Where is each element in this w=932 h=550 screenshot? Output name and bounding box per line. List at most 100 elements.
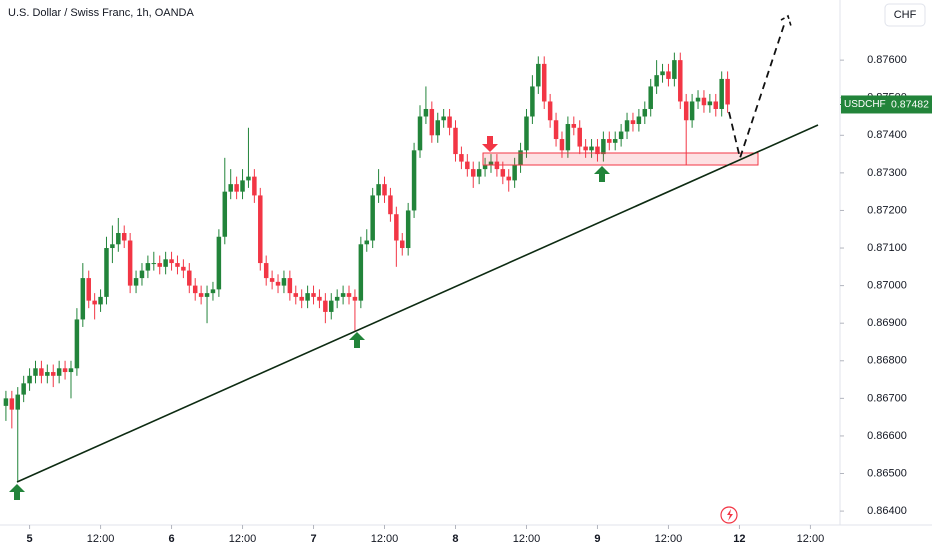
candle-body <box>287 278 293 294</box>
y-tick-label: 0.86400 <box>867 505 907 517</box>
y-tick-label: 0.86900 <box>867 317 907 329</box>
candle-body <box>524 116 529 151</box>
candle-body <box>127 240 133 286</box>
y-tick-label: 0.87100 <box>867 242 907 254</box>
candles <box>3 52 730 482</box>
candle-body <box>583 146 588 151</box>
candle-body <box>352 296 358 301</box>
candle-body <box>624 120 630 132</box>
trend-line <box>16 124 819 483</box>
candle-body <box>74 319 80 369</box>
candle-body <box>187 270 192 286</box>
candle-body <box>98 296 103 305</box>
x-tick-label: 5 <box>27 533 33 545</box>
candle-body <box>116 232 121 245</box>
axes: 0.86400 0.86500 0.86600 0.86700 0.86800 0.869… <box>27 54 907 545</box>
candle-body <box>695 97 701 102</box>
projection-path <box>728 21 786 162</box>
candle-body <box>648 86 653 109</box>
y-tick-label: 0.87600 <box>867 54 907 66</box>
candle-body <box>234 184 239 192</box>
candle-body <box>400 240 405 249</box>
candle-body <box>577 127 582 147</box>
candle-body <box>595 146 600 155</box>
candle-body <box>500 169 506 177</box>
candle-body <box>269 278 275 282</box>
x-tick-label: 9 <box>594 533 600 545</box>
last-price-box <box>841 95 932 114</box>
y-tick-label: 0.86800 <box>867 355 907 367</box>
candle-body <box>210 289 216 294</box>
candle-body <box>157 263 162 267</box>
candle-body <box>370 195 375 241</box>
candle-body <box>228 184 233 192</box>
candle-body <box>139 270 145 279</box>
candle-body <box>601 139 606 155</box>
down-arrow <box>482 136 498 152</box>
candle-body <box>258 195 263 264</box>
symbol-label: USDCHF <box>844 99 886 110</box>
candle-body <box>612 139 618 143</box>
candle-body <box>459 154 464 162</box>
candle-body <box>547 101 553 121</box>
y-tick-label: 0.87200 <box>867 204 907 216</box>
candle-body <box>86 278 91 301</box>
candle-body <box>80 278 86 320</box>
candle-body <box>39 368 44 376</box>
candle-body <box>198 293 204 297</box>
x-tick-label: 12:00 <box>513 533 541 545</box>
up-arrow <box>594 166 610 182</box>
candle-body <box>169 259 174 264</box>
currency-label[interactable]: CHF <box>894 9 917 21</box>
candle-body <box>346 293 352 297</box>
candle-body <box>388 195 393 215</box>
candle-body <box>429 108 435 136</box>
candle-body <box>666 71 671 79</box>
x-tick-label: 12:00 <box>655 533 683 545</box>
candle-body <box>364 240 370 245</box>
candle-body <box>358 244 364 301</box>
up-arrow <box>9 484 25 500</box>
candle-body <box>340 293 346 297</box>
candle-body <box>151 263 157 265</box>
candle-body <box>678 60 683 102</box>
candle-body <box>725 78 730 105</box>
y-tick-label: 0.87000 <box>867 280 907 292</box>
candle-body <box>565 124 571 151</box>
candle-body <box>618 131 624 140</box>
candle-body <box>317 296 322 301</box>
candle-body <box>553 120 559 140</box>
candle-body <box>476 169 482 177</box>
x-tick-label: 12:00 <box>371 533 399 545</box>
candle-body <box>175 263 180 267</box>
candle-body <box>394 214 399 241</box>
candle-body <box>571 124 577 128</box>
candle-body <box>441 116 446 121</box>
candle-body <box>589 146 594 151</box>
candle-body <box>683 101 689 121</box>
candle-body <box>323 300 328 312</box>
candle-body <box>305 293 310 301</box>
x-tick-label: 8 <box>452 533 458 545</box>
candle-body <box>263 263 269 279</box>
candle-body <box>488 161 494 166</box>
candle-body <box>133 278 139 286</box>
candle-body <box>417 116 423 151</box>
candle-body <box>470 169 476 177</box>
currency-button[interactable] <box>884 3 926 27</box>
candle-body <box>240 180 245 192</box>
candle-body <box>482 165 488 170</box>
candle-body <box>110 244 115 249</box>
candle-body <box>299 296 304 301</box>
candle-body <box>45 372 50 376</box>
candle-body <box>246 176 251 181</box>
candle-body <box>15 394 20 410</box>
x-tick-label: 12:00 <box>797 533 825 545</box>
candle-body <box>376 184 381 196</box>
x-tick-label: 12:00 <box>229 533 257 545</box>
candle-body <box>92 300 97 305</box>
candle-body <box>68 368 74 373</box>
candle-body <box>518 150 523 166</box>
candle-body <box>382 184 387 196</box>
